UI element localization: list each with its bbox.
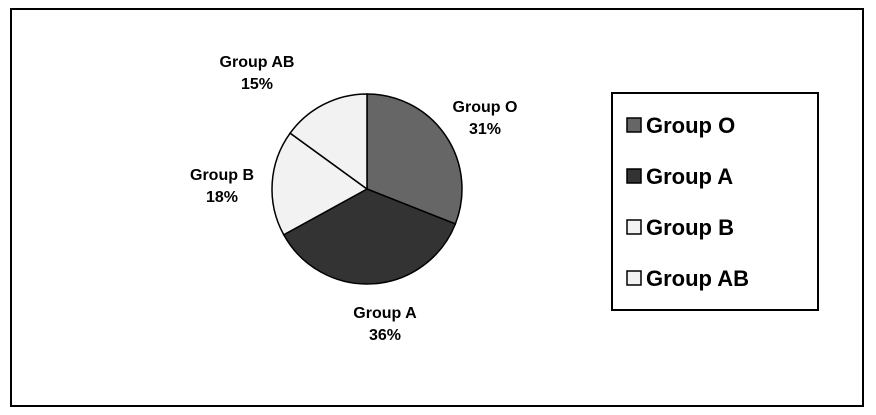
pie-slice-group-b — [271, 132, 369, 236]
legend-swatch-group-b — [626, 219, 642, 235]
legend-box — [611, 92, 819, 311]
legend-label-group-b: Group B — [646, 215, 734, 240]
legend-label-group-ab: Group AB — [646, 266, 749, 291]
legend: Group O Group A Group B Group AB — [611, 92, 819, 311]
slice-label-group-ab: Group AB — [220, 54, 295, 71]
pie-slice-group-a — [282, 188, 457, 285]
pie-slice-group-ab — [289, 93, 368, 191]
slice-percent-group-ab: 15% — [241, 76, 273, 93]
legend-label-group-o: Group O — [646, 113, 735, 138]
legend-swatch-group-o — [626, 117, 642, 133]
legend-swatch-group-a — [626, 168, 642, 184]
pie-slice-group-o — [366, 93, 463, 225]
slice-label-group-o: Group O — [453, 99, 518, 116]
slice-labels: Group O 31% Group A 36% Group B 18% Group AB 15… — [190, 54, 517, 344]
pie-slices — [271, 93, 463, 285]
slice-percent-group-b: 18% — [206, 189, 238, 206]
slice-label-group-a: Group A — [353, 305, 417, 322]
legend-swatch-group-ab — [626, 270, 642, 286]
legend-label-group-a: Group A — [646, 164, 733, 189]
slice-percent-group-a: 36% — [369, 327, 401, 344]
slice-label-group-b: Group B — [190, 167, 254, 184]
slice-percent-group-o: 31% — [469, 121, 501, 138]
